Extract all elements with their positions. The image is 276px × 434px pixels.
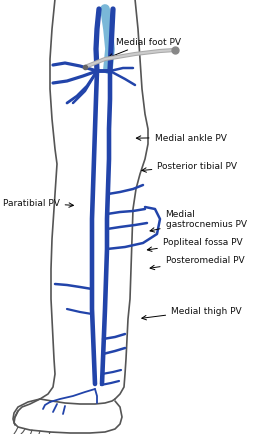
Text: Medial foot PV: Medial foot PV [108, 38, 181, 59]
Text: Posteromedial PV: Posteromedial PV [150, 256, 244, 270]
Text: Medial
gastrocnemius PV: Medial gastrocnemius PV [150, 210, 246, 233]
Text: Paratibial PV: Paratibial PV [3, 199, 73, 208]
Text: Medial thigh PV: Medial thigh PV [142, 306, 242, 320]
Text: Posterior tibial PV: Posterior tibial PV [142, 161, 237, 173]
Text: Medial ankle PV: Medial ankle PV [136, 134, 226, 142]
Text: Popliteal fossa PV: Popliteal fossa PV [147, 238, 242, 252]
